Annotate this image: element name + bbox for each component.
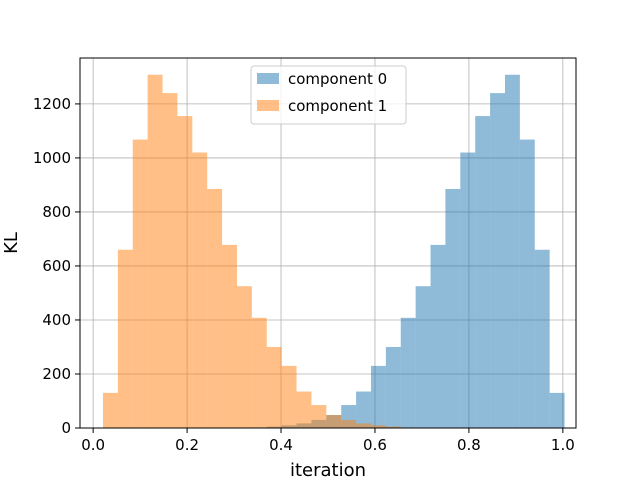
histogram-bar [400, 317, 416, 428]
y-tick-label: 1000 [33, 149, 71, 167]
histogram-bar [177, 116, 193, 428]
series-component-1 [102, 74, 416, 429]
histogram-bar [385, 346, 401, 428]
histogram-bar [296, 391, 312, 428]
x-tick-label: 0.8 [457, 436, 481, 454]
histogram-bar [192, 152, 208, 428]
histogram-bar [356, 391, 371, 428]
series-component-0 [251, 74, 565, 429]
legend-box [250, 65, 407, 125]
x-axis-ticks: 0.0 0.2 0.4 0.6 0.8 1.0 [81, 428, 575, 454]
y-tick-label: 400 [42, 311, 71, 329]
legend-label-component-0: component 0 [288, 70, 387, 88]
histogram-bar [207, 188, 223, 428]
y-axis-label: KL [1, 232, 22, 254]
legend-label-component-1: component 1 [288, 97, 387, 115]
histogram-bar [236, 286, 252, 428]
y-tick-label: 0 [61, 419, 71, 437]
histogram-bar [534, 249, 550, 428]
y-tick-label: 800 [42, 203, 71, 221]
histogram-bar [519, 139, 535, 428]
histogram-bar [504, 74, 520, 429]
histogram-bar [549, 392, 565, 428]
x-tick-label: 0.6 [363, 436, 387, 454]
histogram-bar [222, 244, 237, 428]
histogram-bar [251, 317, 267, 428]
histogram-bar [102, 392, 118, 428]
y-tick-label: 600 [42, 257, 71, 275]
histogram-bar [385, 426, 401, 428]
histogram-bar [430, 244, 446, 428]
y-axis-ticks: 0 200 400 600 800 1000 1200 [33, 95, 80, 437]
histogram-bar [445, 188, 461, 428]
histogram-bar [356, 423, 371, 428]
histogram-bar [370, 365, 386, 428]
histogram-bar [460, 152, 476, 428]
y-tick-label: 1200 [33, 95, 71, 113]
x-tick-label: 0.0 [81, 436, 105, 454]
histogram-bar [490, 93, 505, 428]
histogram-bar [281, 365, 297, 428]
histogram-bar [132, 139, 148, 428]
histogram-bar [311, 405, 327, 428]
legend: component 0 component 1 [250, 65, 407, 125]
histogram-bar [370, 425, 386, 428]
histogram-bar [162, 93, 178, 428]
legend-swatch-component-0 [257, 73, 279, 84]
y-tick-label: 200 [42, 365, 71, 383]
histogram-bar [415, 286, 431, 428]
histogram-bar [341, 419, 357, 428]
histogram-bar [117, 249, 133, 428]
histogram-bars [102, 74, 565, 429]
x-tick-label: 0.2 [175, 436, 199, 454]
legend-swatch-component-1 [257, 100, 279, 111]
x-tick-label: 1.0 [551, 436, 575, 454]
histogram-bar [475, 116, 491, 428]
plot-frame [79, 57, 577, 429]
histogram-bar [147, 74, 163, 429]
histogram-bar [266, 346, 282, 428]
histogram-bar [326, 415, 342, 428]
x-axis-label: iteration [290, 460, 366, 480]
x-tick-label: 0.4 [269, 436, 293, 454]
